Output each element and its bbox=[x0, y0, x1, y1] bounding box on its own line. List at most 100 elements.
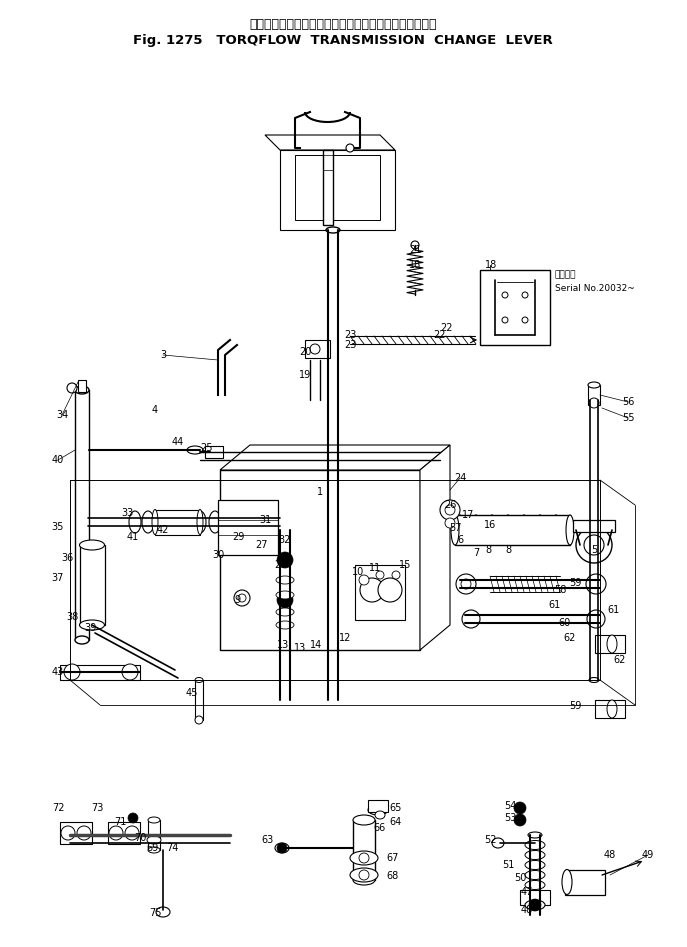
Bar bbox=[573, 520, 615, 532]
Text: 16: 16 bbox=[484, 520, 496, 530]
Text: 71: 71 bbox=[114, 817, 126, 827]
Bar bbox=[295, 155, 380, 220]
Ellipse shape bbox=[525, 861, 545, 869]
Ellipse shape bbox=[152, 509, 158, 534]
Ellipse shape bbox=[195, 677, 203, 683]
Circle shape bbox=[514, 802, 526, 814]
Text: 26: 26 bbox=[444, 500, 456, 510]
Ellipse shape bbox=[525, 850, 545, 860]
Text: 58: 58 bbox=[554, 585, 566, 595]
Ellipse shape bbox=[326, 227, 340, 233]
Text: 50: 50 bbox=[514, 873, 526, 883]
Bar bbox=[148, 820, 160, 850]
Circle shape bbox=[374, 806, 382, 814]
Ellipse shape bbox=[350, 868, 378, 882]
Ellipse shape bbox=[589, 398, 599, 402]
Text: 74: 74 bbox=[166, 843, 178, 853]
Text: 40: 40 bbox=[52, 455, 64, 465]
Text: 63: 63 bbox=[262, 835, 274, 845]
Text: 6: 6 bbox=[457, 535, 463, 545]
Circle shape bbox=[195, 716, 203, 724]
Bar bbox=[78, 380, 86, 392]
Text: 1: 1 bbox=[317, 487, 323, 497]
Ellipse shape bbox=[566, 515, 574, 545]
Text: 36: 36 bbox=[61, 553, 73, 563]
Text: 28: 28 bbox=[274, 560, 286, 570]
Ellipse shape bbox=[519, 515, 529, 545]
Text: トルクフロー　トランスミッション　チェンジ　レバー: トルクフロー トランスミッション チェンジ レバー bbox=[249, 18, 437, 31]
Text: 15: 15 bbox=[399, 560, 412, 570]
Text: 61: 61 bbox=[549, 600, 561, 610]
Circle shape bbox=[244, 529, 256, 541]
Text: 4: 4 bbox=[152, 405, 158, 415]
Bar bbox=[108, 822, 140, 844]
Text: 25: 25 bbox=[201, 443, 213, 453]
Circle shape bbox=[587, 610, 605, 628]
Bar bbox=[195, 680, 203, 720]
Text: 55: 55 bbox=[622, 413, 634, 423]
Circle shape bbox=[411, 241, 419, 249]
Ellipse shape bbox=[80, 620, 104, 630]
Bar bbox=[60, 665, 140, 680]
Text: 22: 22 bbox=[440, 323, 453, 333]
Ellipse shape bbox=[148, 817, 160, 823]
Bar bbox=[595, 635, 625, 653]
Ellipse shape bbox=[368, 805, 388, 815]
Ellipse shape bbox=[147, 836, 161, 844]
Bar bbox=[155, 510, 200, 535]
Ellipse shape bbox=[455, 515, 465, 545]
Bar bbox=[520, 890, 550, 905]
Circle shape bbox=[529, 899, 541, 911]
Text: 45: 45 bbox=[185, 688, 198, 698]
Circle shape bbox=[125, 826, 139, 840]
Ellipse shape bbox=[607, 635, 617, 653]
Ellipse shape bbox=[503, 515, 513, 545]
Circle shape bbox=[277, 843, 287, 853]
Text: Fig. 1275   TORQFLOW  TRANSMISSION  CHANGE  LEVER: Fig. 1275 TORQFLOW TRANSMISSION CHANGE L… bbox=[133, 34, 553, 47]
Circle shape bbox=[522, 317, 528, 323]
Ellipse shape bbox=[471, 515, 481, 545]
Text: 13: 13 bbox=[277, 640, 289, 650]
Polygon shape bbox=[220, 445, 450, 470]
Circle shape bbox=[250, 513, 260, 523]
Text: 56: 56 bbox=[622, 397, 634, 407]
Ellipse shape bbox=[148, 847, 160, 853]
Polygon shape bbox=[265, 135, 395, 150]
Circle shape bbox=[514, 814, 526, 826]
Circle shape bbox=[61, 826, 75, 840]
Bar bbox=[368, 800, 388, 812]
Text: 66: 66 bbox=[374, 823, 386, 833]
Circle shape bbox=[376, 571, 384, 579]
Circle shape bbox=[584, 535, 604, 555]
Ellipse shape bbox=[588, 382, 600, 388]
Bar bbox=[75, 390, 89, 640]
Text: 57: 57 bbox=[449, 523, 461, 533]
Bar bbox=[588, 385, 600, 405]
Bar bbox=[60, 822, 92, 844]
Text: 43: 43 bbox=[52, 667, 64, 677]
Text: 13: 13 bbox=[294, 643, 306, 653]
Text: 53: 53 bbox=[504, 813, 516, 823]
Text: 41: 41 bbox=[127, 532, 139, 542]
Ellipse shape bbox=[209, 511, 221, 533]
Text: 47: 47 bbox=[521, 887, 533, 897]
Text: 23: 23 bbox=[344, 330, 356, 340]
Text: 31: 31 bbox=[259, 515, 271, 525]
Text: 29: 29 bbox=[232, 532, 244, 542]
Circle shape bbox=[445, 518, 455, 528]
Ellipse shape bbox=[75, 386, 89, 394]
Circle shape bbox=[359, 853, 369, 863]
Ellipse shape bbox=[353, 815, 375, 825]
Circle shape bbox=[462, 610, 480, 628]
Circle shape bbox=[64, 664, 80, 680]
Bar bbox=[220, 470, 420, 650]
Text: 34: 34 bbox=[56, 410, 68, 420]
Text: 39: 39 bbox=[84, 623, 96, 633]
Ellipse shape bbox=[525, 870, 545, 880]
Text: 52: 52 bbox=[484, 835, 496, 845]
Circle shape bbox=[77, 826, 91, 840]
Circle shape bbox=[122, 664, 138, 680]
Ellipse shape bbox=[451, 515, 459, 545]
Ellipse shape bbox=[167, 511, 179, 533]
Circle shape bbox=[440, 500, 460, 520]
